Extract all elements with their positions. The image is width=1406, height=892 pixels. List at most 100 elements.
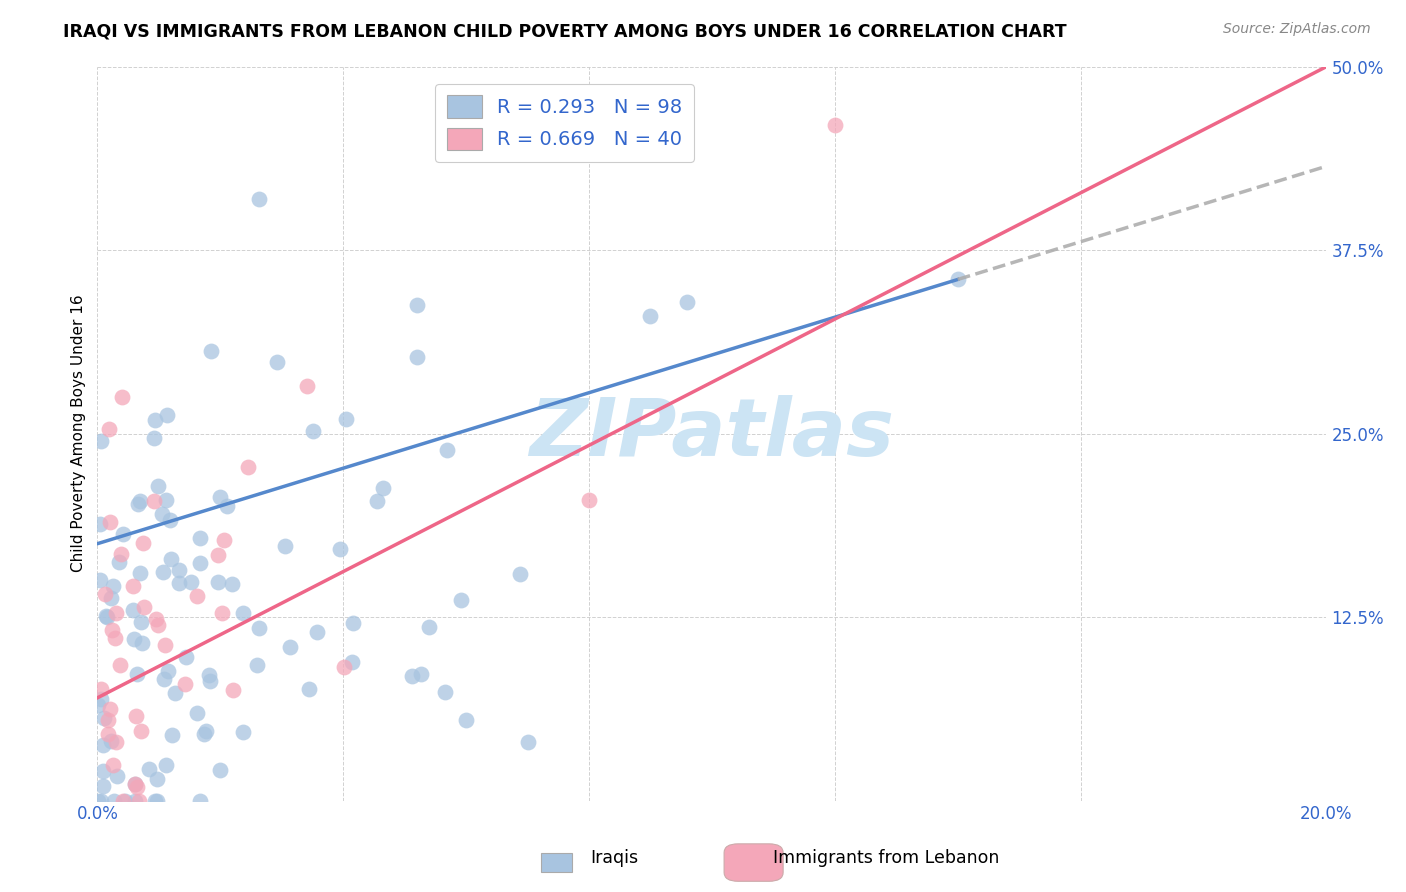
- Point: [160, 552, 183, 566]
- Point: [162, 729, 184, 743]
- Point: [103, 579, 125, 593]
- Point: [94, 587, 117, 601]
- Point: [127, 780, 149, 794]
- Point: [90, 691, 112, 706]
- Point: [180, 575, 202, 590]
- Point: [342, 615, 364, 630]
- Point: [122, 579, 145, 593]
- Point: [456, 713, 478, 727]
- Point: [156, 664, 179, 678]
- Point: [186, 706, 208, 720]
- Point: [188, 531, 211, 545]
- Point: [146, 772, 169, 786]
- Point: [333, 660, 356, 674]
- Point: [129, 724, 152, 739]
- Point: [155, 492, 177, 507]
- Point: [100, 591, 122, 606]
- Point: [266, 355, 288, 369]
- Point: [371, 482, 394, 496]
- Point: [516, 735, 538, 749]
- Point: [104, 735, 127, 749]
- Point: [108, 555, 131, 569]
- Point: [246, 657, 269, 672]
- Point: [207, 548, 229, 562]
- Point: [110, 547, 132, 561]
- Point: [125, 708, 148, 723]
- Point: [174, 650, 197, 665]
- Point: [824, 118, 846, 132]
- Point: [105, 606, 128, 620]
- Point: [186, 589, 208, 603]
- Point: [418, 620, 440, 634]
- Point: [198, 668, 221, 682]
- Point: [124, 777, 146, 791]
- Point: [297, 379, 319, 393]
- Point: [86, 698, 108, 712]
- Point: [93, 711, 115, 725]
- Point: [450, 593, 472, 607]
- Point: [96, 610, 118, 624]
- Point: [278, 640, 301, 655]
- Point: [90, 794, 112, 808]
- Text: ZIPatlas: ZIPatlas: [530, 394, 894, 473]
- Point: [129, 494, 152, 508]
- Point: [143, 431, 166, 445]
- Point: [207, 574, 229, 589]
- Point: [104, 632, 127, 646]
- Point: [221, 577, 243, 591]
- Point: [122, 603, 145, 617]
- Point: [247, 192, 270, 206]
- Point: [436, 442, 458, 457]
- Text: Iraqis: Iraqis: [591, 849, 638, 867]
- Point: [94, 608, 117, 623]
- Point: [129, 615, 152, 629]
- Point: [127, 497, 149, 511]
- Point: [153, 638, 176, 652]
- Point: [340, 655, 363, 669]
- Point: [200, 343, 222, 358]
- Point: [112, 527, 135, 541]
- Point: [211, 607, 233, 621]
- Point: [274, 539, 297, 553]
- Point: [232, 724, 254, 739]
- Point: [103, 794, 125, 808]
- Point: [138, 762, 160, 776]
- Point: [114, 794, 136, 808]
- Point: [100, 516, 122, 530]
- Point: [100, 624, 122, 638]
- Point: [97, 714, 120, 728]
- Point: [159, 513, 181, 527]
- Point: [190, 556, 212, 570]
- Point: [134, 599, 156, 614]
- Point: [406, 350, 429, 364]
- Point: [124, 794, 146, 808]
- Point: [146, 794, 169, 808]
- Point: [155, 758, 177, 772]
- Point: [101, 757, 124, 772]
- Text: Source: ZipAtlas.com: Source: ZipAtlas.com: [1223, 22, 1371, 37]
- Point: [89, 516, 111, 531]
- Point: [124, 632, 146, 646]
- Point: [366, 494, 388, 508]
- Point: [111, 390, 134, 404]
- Point: [232, 607, 254, 621]
- Point: [148, 479, 170, 493]
- Point: [90, 434, 112, 448]
- Point: [128, 794, 150, 808]
- Point: [946, 272, 969, 286]
- Point: [247, 621, 270, 635]
- Point: [215, 499, 238, 513]
- Text: Immigrants from Lebanon: Immigrants from Lebanon: [773, 849, 1000, 867]
- Point: [90, 681, 112, 696]
- Point: [329, 542, 352, 557]
- Point: [208, 491, 231, 505]
- Point: [143, 413, 166, 427]
- Point: [125, 666, 148, 681]
- Point: [111, 794, 134, 808]
- Point: [198, 674, 221, 689]
- Legend: R = 0.293   N = 98, R = 0.669   N = 40: R = 0.293 N = 98, R = 0.669 N = 40: [434, 84, 695, 161]
- Point: [131, 636, 153, 650]
- Point: [188, 794, 211, 808]
- Point: [132, 536, 155, 550]
- Point: [100, 734, 122, 748]
